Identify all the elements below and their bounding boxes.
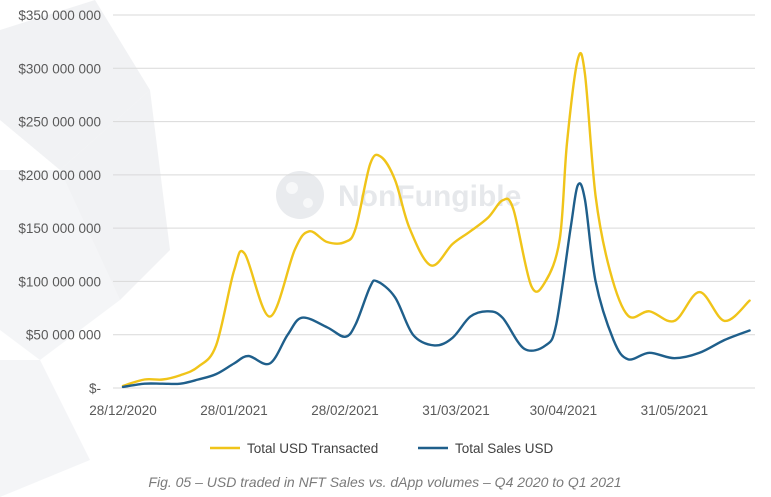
watermark: NonFungible <box>276 171 521 219</box>
y-tick-label: $300 000 000 <box>18 61 101 76</box>
watermark-text: NonFungible <box>338 180 521 213</box>
grid <box>113 14 755 389</box>
watermark-logo-icon <box>276 171 324 219</box>
background-decoration <box>0 0 170 497</box>
series-lines <box>121 51 751 389</box>
legend-item-total-usd-transacted: Total USD Transacted <box>210 441 378 456</box>
series-line-total-sales-usd <box>121 182 751 389</box>
y-tick-label: $50 000 000 <box>26 328 101 343</box>
x-tick-label: 28/02/2021 <box>311 403 379 418</box>
y-tick-label: $200 000 000 <box>18 168 101 183</box>
x-tick-label: 31/03/2021 <box>422 403 490 418</box>
series-line-total-usd-transacted <box>121 51 751 388</box>
legend: Total USD Transacted Total Sales USD <box>210 441 554 456</box>
figure-caption: Fig. 05 – USD traded in NFT Sales vs. dA… <box>148 474 621 490</box>
x-tick-label: 28/01/2021 <box>200 403 268 418</box>
legend-label-total-sales-usd: Total Sales USD <box>455 441 554 456</box>
x-tick-label: 28/12/2020 <box>89 403 157 418</box>
legend-label-total-usd-transacted: Total USD Transacted <box>247 441 378 456</box>
x-tick-label: 31/05/2021 <box>641 403 709 418</box>
x-tick-label: 30/04/2021 <box>530 403 598 418</box>
y-tick-label: $- <box>89 381 101 396</box>
y-tick-label: $150 000 000 <box>18 221 101 236</box>
y-tick-label: $350 000 000 <box>18 8 101 23</box>
y-tick-label: $250 000 000 <box>18 115 101 130</box>
x-axis-ticks: 28/12/2020 28/01/2021 28/02/2021 31/03/2021… <box>89 403 708 418</box>
legend-item-total-sales-usd: Total Sales USD <box>418 441 554 456</box>
y-tick-label: $100 000 000 <box>18 274 101 289</box>
y-axis-ticks: $- $50 000 000 $100 000 000 $150 000 000 $20… <box>18 8 101 396</box>
